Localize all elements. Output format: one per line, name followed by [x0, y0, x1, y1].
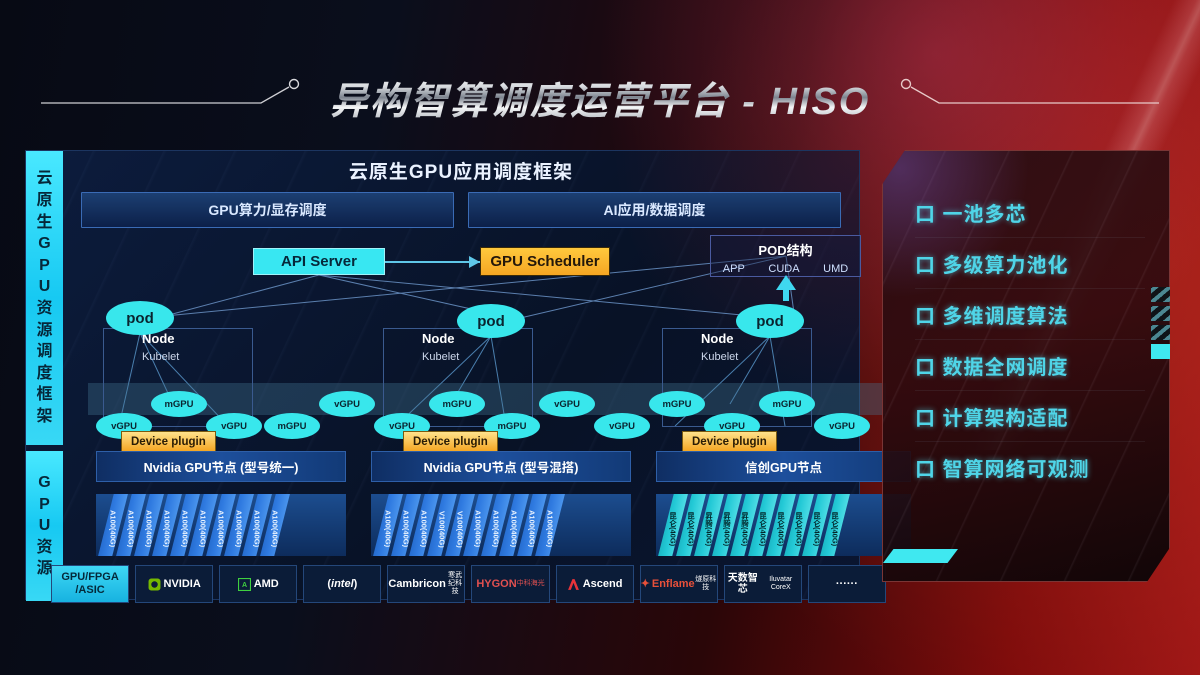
- svg-text:A: A: [242, 582, 247, 589]
